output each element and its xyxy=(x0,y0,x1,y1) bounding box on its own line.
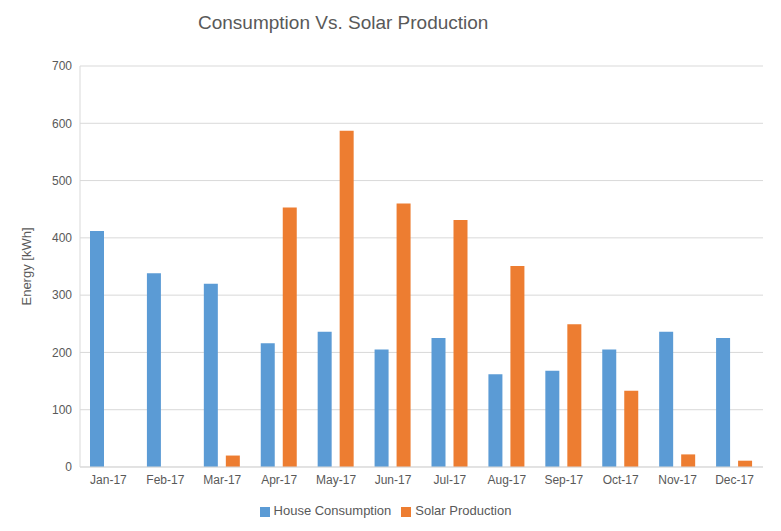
html-text:Solar Production: Solar Production xyxy=(415,503,512,518)
svg-text:Dec-17: Dec-17 xyxy=(715,473,754,487)
svg-text:Jun-17: Jun-17 xyxy=(375,473,412,487)
svg-text:Mar-17: Mar-17 xyxy=(203,473,241,487)
svg-text:Sep-17: Sep-17 xyxy=(544,473,583,487)
svg-text:200: 200 xyxy=(52,346,72,360)
svg-text:Jan-17: Jan-17 xyxy=(90,473,127,487)
svg-text:Apr-17: Apr-17 xyxy=(261,473,297,487)
html-text:House Consumption: House Consumption xyxy=(273,503,392,518)
svg-text:Energy [kWh]: Energy [kWh] xyxy=(19,227,34,305)
svg-text:May-17: May-17 xyxy=(316,473,356,487)
svg-text:300: 300 xyxy=(52,288,72,302)
svg-text:Nov-17: Nov-17 xyxy=(658,473,697,487)
svg-text:700: 700 xyxy=(52,59,72,73)
svg-text:Oct-17: Oct-17 xyxy=(603,473,639,487)
svg-text:500: 500 xyxy=(52,174,72,188)
svg-text:400: 400 xyxy=(52,231,72,245)
svg-text:100: 100 xyxy=(52,403,72,417)
svg-text:Jul-17: Jul-17 xyxy=(434,473,467,487)
svg-text:Feb-17: Feb-17 xyxy=(146,473,184,487)
svg-text:0: 0 xyxy=(65,460,72,474)
html-text:Consumption Vs. Solar Producti: Consumption Vs. Solar Production xyxy=(198,12,489,33)
svg-text:Aug-17: Aug-17 xyxy=(488,473,527,487)
svg-text:600: 600 xyxy=(52,117,72,131)
